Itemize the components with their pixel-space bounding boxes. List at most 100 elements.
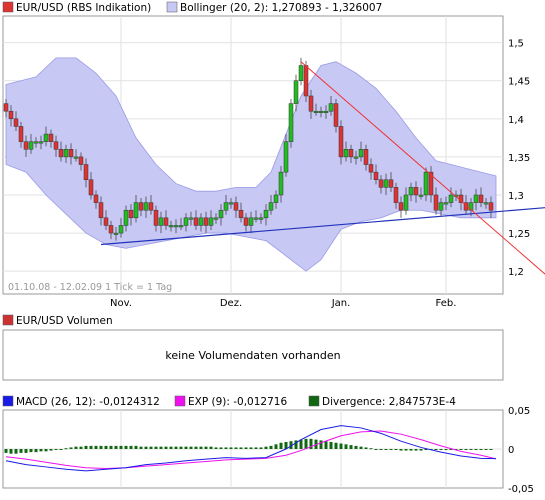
- price-x-tick-label: Feb.: [436, 298, 457, 309]
- divergence-bar: [354, 445, 358, 449]
- candle-body: [398, 202, 404, 211]
- candle-body: [168, 225, 174, 228]
- divergence-bar: [329, 441, 333, 449]
- instrument-legend-swatch: [2, 1, 14, 13]
- divergence-bar: [344, 444, 348, 449]
- candle-body: [148, 202, 154, 211]
- divergence-bar: [264, 446, 268, 449]
- candle-body: [483, 202, 489, 205]
- candle-body: [333, 103, 339, 127]
- divergence-bar: [34, 449, 38, 453]
- divergence-bar: [299, 439, 303, 449]
- candle-body: [3, 103, 9, 112]
- divergence-bar: [449, 449, 453, 450]
- candle-body: [383, 179, 389, 188]
- divergence-bar: [124, 445, 128, 449]
- divergence-bar: [29, 449, 33, 453]
- candle-body: [423, 171, 429, 196]
- candle-body: [143, 202, 149, 211]
- candle-body: [348, 149, 354, 158]
- divergence-bar: [359, 446, 363, 449]
- divergence-bar: [444, 449, 448, 450]
- divergence-bar: [64, 448, 68, 450]
- divergence-bar: [259, 447, 263, 449]
- divergence-bar: [109, 445, 113, 449]
- divergence-bar: [379, 449, 383, 450]
- divergence-bar: [339, 443, 343, 449]
- candle-body: [428, 171, 434, 196]
- candles: [3, 57, 494, 241]
- candle-body: [253, 217, 259, 220]
- candle-body: [318, 110, 324, 113]
- volume-message: keine Volumendaten vorhanden: [165, 349, 340, 362]
- price-y-tick-label: 1,4: [508, 115, 524, 126]
- candle-body: [213, 217, 219, 220]
- candle-body: [313, 110, 319, 113]
- candle-body: [63, 149, 69, 158]
- candle-body: [263, 209, 269, 219]
- divergence-bar: [39, 449, 43, 452]
- volume-legend-swatch: [2, 314, 14, 326]
- candle-body: [228, 202, 234, 205]
- candle-body: [113, 232, 119, 235]
- divergence-bar: [239, 447, 243, 449]
- candle-body: [353, 156, 359, 159]
- divergence-bar: [374, 449, 378, 450]
- candle-body: [323, 110, 329, 113]
- divergence-bar: [59, 449, 63, 450]
- macd-y-tick-label: 0: [508, 445, 514, 456]
- divergence-bar: [439, 449, 443, 450]
- price-legend: EUR/USD (RBS Indikation) Bollinger (20, …: [2, 1, 382, 14]
- candle-body: [93, 194, 99, 203]
- candle-body: [163, 217, 169, 226]
- candle-body: [293, 80, 299, 104]
- divergence-bar: [484, 449, 488, 450]
- divergence-bar: [149, 446, 153, 449]
- exp-legend-swatch: [174, 395, 186, 407]
- divergence-bar: [104, 445, 108, 449]
- candle-body: [218, 209, 224, 219]
- support-trendline: [100, 207, 545, 246]
- candle-body: [478, 194, 484, 203]
- divergence-bar: [119, 445, 123, 449]
- candle-body: [373, 171, 379, 181]
- candle-body: [258, 217, 264, 220]
- candle-body: [53, 141, 59, 150]
- divergence-bar: [419, 449, 423, 451]
- divergence-bar: [294, 440, 298, 449]
- candle-body: [118, 225, 124, 234]
- candle-body: [448, 194, 454, 203]
- candle-body: [393, 187, 399, 203]
- bollinger-legend-label: Bollinger (20, 2): 1,270893 - 1,326007: [180, 2, 382, 14]
- divergence-bar: [289, 441, 293, 449]
- candle-body: [78, 156, 84, 165]
- candle-body: [203, 217, 209, 226]
- divergence-bar: [389, 449, 393, 450]
- candle-body: [173, 225, 179, 228]
- divergence-bar: [174, 446, 178, 449]
- divergence-bar: [434, 449, 438, 450]
- candle-body: [13, 118, 19, 127]
- candle-body: [183, 217, 189, 226]
- candle-body: [363, 149, 369, 165]
- divergence-bar: [304, 438, 308, 449]
- divergence-bar: [179, 446, 183, 449]
- candle-body: [33, 141, 39, 144]
- divergence-bar: [129, 445, 133, 449]
- candle-body: [278, 171, 284, 196]
- divergence-bar: [94, 445, 98, 449]
- candle-body: [18, 126, 24, 142]
- candle-body: [23, 141, 29, 150]
- divergence-bar: [244, 447, 248, 449]
- divergence-bar: [479, 449, 483, 450]
- divergence-bar: [139, 446, 143, 449]
- candle-body: [138, 202, 144, 211]
- divergence-bar: [364, 447, 368, 449]
- divergence-bar: [219, 447, 223, 449]
- candle-body: [153, 209, 159, 226]
- divergence-bar: [469, 449, 473, 450]
- candle-body: [358, 149, 364, 158]
- candle-body: [128, 209, 134, 219]
- candle-body: [273, 194, 279, 203]
- candle-body: [198, 217, 204, 226]
